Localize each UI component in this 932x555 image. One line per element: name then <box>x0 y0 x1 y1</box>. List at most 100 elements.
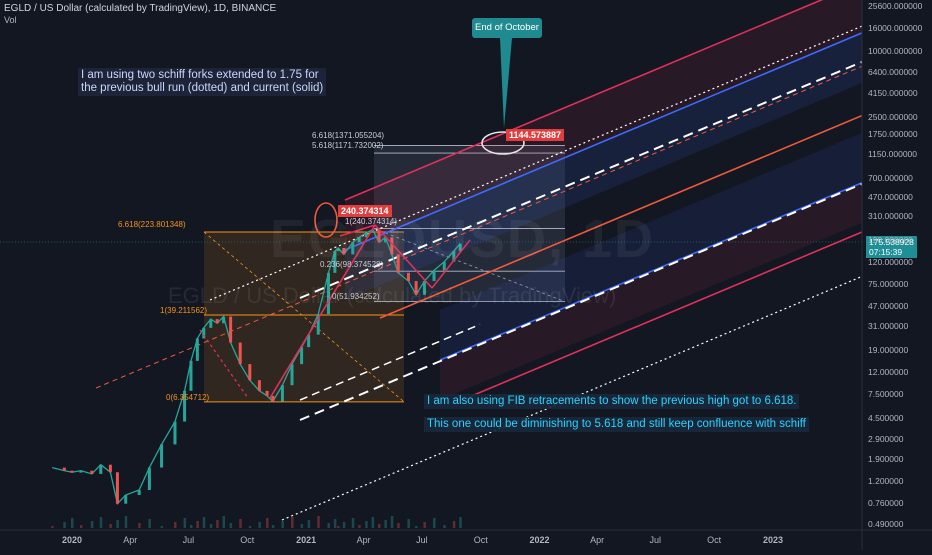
note-line: the previous bull run (dotted) and curre… <box>81 82 324 94</box>
volume-bar <box>196 521 199 528</box>
x-tick-label: 2020 <box>61 535 83 545</box>
price-candle <box>70 470 74 473</box>
fib-label-current-5618: 5.618(1171.732002) <box>312 141 384 150</box>
price-candle <box>280 385 284 402</box>
pivot-line <box>269 224 376 399</box>
y-tick-label: 10000.000000 <box>868 45 923 56</box>
volume-bar <box>160 526 164 528</box>
x-tick-label: Oct <box>473 535 488 545</box>
price-candle <box>195 338 199 361</box>
price-candle <box>300 347 304 365</box>
fib-diagonal-current <box>373 228 566 303</box>
price-candle <box>316 314 320 335</box>
pivot-line <box>374 224 433 289</box>
volume-bar <box>229 523 233 528</box>
y-tick-label: 19.000000 <box>868 344 909 355</box>
fib-label-prev-0: 0(6.354712) <box>166 393 210 402</box>
last-price-tag: 175.538928 07:15:39 <box>866 236 917 258</box>
price-candle <box>147 467 151 490</box>
volume-bar <box>333 519 337 528</box>
price-candle <box>202 327 206 339</box>
price-candle <box>271 395 275 402</box>
y-tick-label: 1150.000000 <box>868 148 918 159</box>
price-candle <box>307 334 311 348</box>
fork-line-upper-blue <box>344 32 863 251</box>
note-fib-1: I am also using FIB retracements to show… <box>424 394 800 409</box>
volume-bar <box>124 516 128 528</box>
tag-high-price: 240.374314 <box>338 205 392 217</box>
price-candle <box>90 470 94 474</box>
price-candle <box>371 229 375 233</box>
volume-bar <box>266 518 269 528</box>
x-tick-label: Jul <box>182 535 195 545</box>
price-candle <box>442 261 446 271</box>
price-candle <box>124 495 128 504</box>
price-candle <box>414 281 418 295</box>
volume-bar <box>459 517 462 528</box>
volume-bar <box>300 524 304 528</box>
price-candle <box>173 421 177 445</box>
price-candle <box>209 319 213 328</box>
volume-bar <box>378 524 381 528</box>
volume-bar <box>337 526 340 528</box>
y-tick-label: 4150.000000 <box>868 87 918 98</box>
price-candle <box>215 319 219 324</box>
highlight-oval-high <box>314 202 338 238</box>
y-tick-label: 2500.000000 <box>868 111 918 122</box>
volume-bar <box>371 517 375 528</box>
volume-bar <box>51 526 54 528</box>
pivot-line <box>431 239 471 289</box>
y-tick-label: 6400.000000 <box>868 67 918 78</box>
price-candle <box>364 232 368 238</box>
y-tick-label: 7.500000 <box>868 388 904 399</box>
name-watermark: EGLD / US Dollar (calculated by TradingV… <box>168 283 617 308</box>
x-tick-label: Apr <box>590 535 605 545</box>
note-schiff-forks: I am using two schiff forks extended to … <box>78 68 327 96</box>
y-tick-label: 47.000000 <box>868 301 909 312</box>
price-candle <box>183 390 187 422</box>
volume-bar <box>239 519 242 528</box>
volume-bar <box>99 517 103 528</box>
fork-prev-mid-dashed <box>299 323 481 401</box>
volume-bar <box>342 522 346 528</box>
price-candle <box>108 464 112 473</box>
price-candle <box>79 470 83 473</box>
price-candle <box>396 254 400 273</box>
fork-line-orange <box>379 114 863 319</box>
volume-bar <box>317 516 320 528</box>
fork-line-lower-median-white <box>299 183 863 421</box>
volume-bar <box>258 522 261 528</box>
x-tick-label: Oct <box>240 535 255 545</box>
tag-target-price: 1144.573887 <box>506 129 565 141</box>
x-tick-label: Oct <box>707 535 722 545</box>
volume-bar <box>222 516 226 528</box>
volume-bar <box>109 524 112 528</box>
highlight-oval-target <box>481 131 525 155</box>
volume-bar <box>71 518 74 528</box>
price-candle <box>160 444 164 468</box>
y-tick-label: 0.490000 <box>868 519 904 529</box>
price-candle <box>229 316 233 343</box>
volume-bar <box>138 523 141 528</box>
volume-bar <box>384 520 387 528</box>
x-tick-label: 2022 <box>529 535 550 545</box>
callout-end-of-october: End of October <box>472 18 542 38</box>
price-candle <box>432 270 436 282</box>
price-candle <box>357 237 361 243</box>
x-tick-label: Jul <box>416 535 428 545</box>
note-fib-2: This one could be diminishing to 5.618 a… <box>424 417 809 432</box>
price-candle <box>383 237 387 243</box>
y-tick-label: 2.900000 <box>868 434 904 445</box>
price-candle <box>290 364 294 386</box>
y-tick-label: 12.000000 <box>868 366 909 377</box>
price-candle <box>222 316 226 324</box>
price-candle <box>342 247 346 255</box>
volume-bar <box>148 519 151 528</box>
volume-bar <box>407 519 410 528</box>
last-price: 175.538928 <box>869 237 914 247</box>
price-candle <box>265 390 269 396</box>
volume-bar <box>365 521 368 528</box>
price-candle <box>238 342 242 365</box>
